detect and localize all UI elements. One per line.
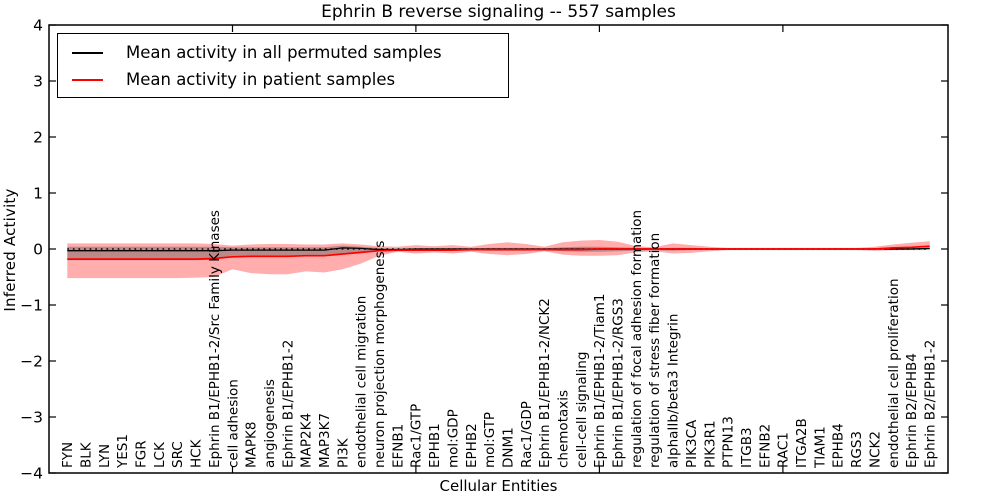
y-tick-label: 1: [33, 185, 43, 203]
x-tick-label: FYN: [60, 442, 76, 468]
x-tick-label: regulation of focal adhesion formation: [629, 210, 645, 468]
y-tick-label: 3: [33, 73, 43, 91]
x-tick-label: LCK: [152, 441, 168, 468]
x-tick-label: Rac1/GTP: [409, 404, 425, 468]
x-tick-label: angiogenesis: [262, 379, 278, 468]
x-tick-label: EPHB4: [831, 423, 847, 468]
y-tick-label: 0: [33, 241, 43, 259]
x-tick-label: Ephrin B2/EPHB1-2: [923, 340, 939, 468]
x-tick-label: PIK3CA: [684, 419, 700, 468]
x-tick-label: NCK2: [867, 431, 883, 468]
x-tick-label: mol:GTP: [482, 412, 498, 468]
y-tick-label: −2: [20, 353, 43, 371]
x-tick-label: FGR: [134, 440, 150, 468]
x-tick-label: Ephrin B1/EPHB1-2/Src Family Kinases: [207, 210, 223, 468]
x-tick-label: alphaIIb/beta3 Integrin: [666, 314, 682, 468]
x-tick-label: EPHB1: [427, 423, 443, 468]
x-tick-label: Ephrin B2/EPHB4: [904, 353, 920, 468]
patient-line-swatch: [72, 78, 103, 81]
x-tick-label: TIAM1: [812, 426, 828, 469]
x-tick-label: SRC: [170, 441, 186, 468]
x-tick-label: YES1: [115, 434, 131, 469]
x-tick-label: ITGB3: [739, 427, 755, 468]
x-tick-label: DNM1: [501, 427, 517, 468]
permuted-line-swatch: [72, 51, 103, 54]
x-tick-label: LYN: [97, 444, 113, 468]
x-tick-label: chemotaxis: [556, 390, 572, 468]
chart-title: Ephrin B reverse signaling -- 557 sample…: [321, 2, 676, 22]
x-tick-label: regulation of stress fiber formation: [647, 233, 663, 468]
x-tick-label: mol:GDP: [445, 409, 461, 468]
x-tick-label: Ephrin B1/EPHB1-2/RGS3: [611, 298, 627, 468]
legend-label-permuted: Mean activity in all permuted samples: [126, 43, 442, 62]
x-tick-label: EFNB2: [757, 424, 773, 468]
legend-item-permuted: Mean activity in all permuted samples: [58, 39, 508, 66]
x-axis-title: Cellular Entities: [439, 477, 558, 495]
x-axis: [231, 25, 784, 473]
x-tick-label: ITGA2B: [794, 418, 810, 468]
x-tick-label: BLK: [79, 441, 95, 468]
x-tick-label: RAC1: [776, 432, 792, 468]
x-tick-label: endothelial cell proliferation: [886, 278, 902, 468]
y-tick-label: −1: [20, 297, 43, 315]
x-tick-label: Ephrin B1/EPHB1-2/Tiam1: [592, 294, 608, 468]
y-axis: 4 3 2 1 0 −1 −2 −3 −4: [20, 17, 948, 483]
x-tick-label: MAPK8: [244, 422, 260, 468]
x-tick-label: Ephrin B1/EPHB1-2: [280, 340, 296, 468]
y-tick-label: −4: [20, 465, 43, 483]
x-tick-label: MAP3K7: [317, 413, 333, 468]
y-tick-label: 4: [33, 17, 43, 35]
x-tick-label: neuron projection morphogenesis: [372, 241, 388, 468]
x-tick-label: cell adhesion: [225, 379, 241, 468]
legend-item-patient: Mean activity in patient samples: [58, 66, 508, 93]
patient-mean-line: [67, 245, 930, 260]
y-tick-label: 2: [33, 129, 43, 147]
x-tick-labels: FYN BLK LYN YES1 FGR LCK SRC HCK Ephrin B1/EPHB1…: [60, 210, 938, 469]
x-tick-label: PI3K: [335, 437, 351, 468]
legend: Mean activity in all permuted samples Me…: [57, 33, 509, 98]
x-tick-label: endothelial cell migration: [354, 296, 370, 468]
x-tick-label: PIK3R1: [702, 420, 718, 468]
x-tick-label: RGS3: [849, 431, 865, 468]
y-tick-label: −3: [20, 409, 43, 427]
x-tick-label: HCK: [189, 438, 205, 468]
x-tick-label: MAP2K4: [299, 413, 315, 468]
x-tick-label: Rac1/GDP: [519, 401, 535, 468]
legend-label-patient: Mean activity in patient samples: [126, 70, 396, 89]
x-tick-label: Ephrin B1/EPHB1-2/NCK2: [537, 298, 553, 468]
x-tick-label: cell-cell signaling: [574, 352, 590, 468]
x-tick-label: EPHB2: [464, 423, 480, 468]
x-tick-label: PTPN13: [721, 416, 737, 468]
x-tick-label: EFNB1: [390, 424, 406, 468]
